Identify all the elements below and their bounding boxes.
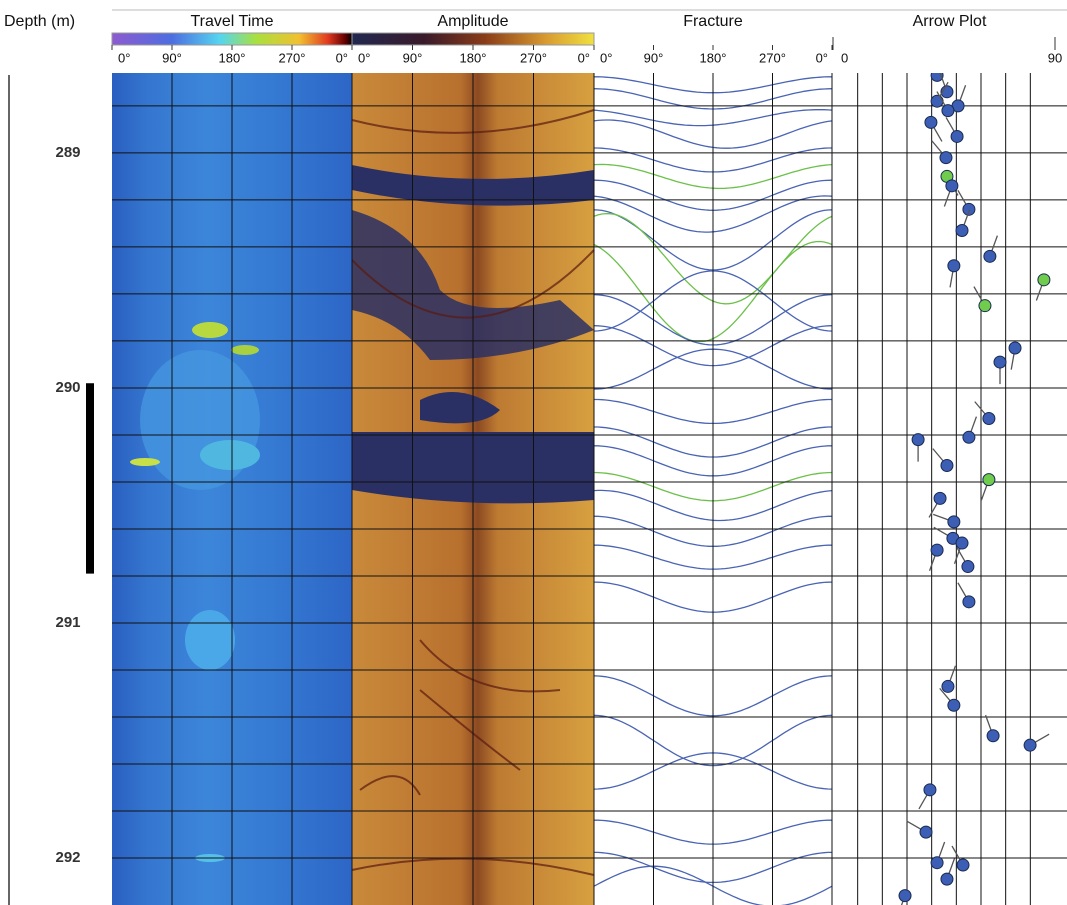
x-tick-label: 0	[841, 50, 848, 65]
arrow-point	[962, 561, 974, 573]
x-tick-label: 90°	[644, 50, 664, 65]
arrow-point	[963, 431, 975, 443]
arrow-point	[941, 459, 953, 471]
x-tick-label: 0°	[358, 50, 370, 65]
x-tick-label: 0°	[600, 50, 612, 65]
x-tick-label: 180°	[460, 50, 487, 65]
x-tick-label: 0°	[336, 50, 348, 65]
arrow-point	[948, 260, 960, 272]
arrow-point	[941, 873, 953, 885]
arrow-point	[963, 596, 975, 608]
track-title: Arrow Plot	[913, 13, 987, 30]
depth-tick-label: 292	[55, 849, 80, 866]
arrow-point	[931, 857, 943, 869]
log-chart: Depth (m) 289 290 291 292 Travel Time 0° 90° 18…	[0, 0, 1067, 905]
arrow-point	[987, 730, 999, 742]
arrow-point	[956, 537, 968, 549]
x-tick-label: 90°	[403, 50, 423, 65]
arrow-point	[948, 699, 960, 711]
x-tick-label: 180°	[219, 50, 246, 65]
arrow-point	[942, 105, 954, 117]
arrow-point	[899, 890, 911, 902]
arrow-point	[934, 492, 946, 504]
arrow-point	[924, 784, 936, 796]
arrow-point	[940, 152, 952, 164]
track-title: Travel Time	[191, 13, 274, 30]
arrow-point	[1024, 739, 1036, 751]
x-tick-label: 90	[1048, 50, 1062, 65]
amplitude-colorbar	[352, 33, 594, 45]
arrow-point	[1009, 342, 1021, 354]
x-tick-label: 270°	[759, 50, 786, 65]
x-tick-label: 270°	[520, 50, 547, 65]
interval-bar	[86, 383, 94, 573]
arrow-point	[925, 116, 937, 128]
track-title: Amplitude	[437, 13, 508, 30]
x-tick-label: 270°	[279, 50, 306, 65]
depth-tick-label: 291	[55, 614, 80, 631]
arrow-point	[983, 412, 995, 424]
depth-tick-label: 290	[55, 379, 80, 396]
arrow-point	[1038, 274, 1050, 286]
depth-tick-label: 289	[55, 144, 80, 161]
arrow-point	[979, 300, 991, 312]
travel-time-colorbar	[112, 33, 352, 45]
depth-label: Depth (m)	[4, 13, 75, 30]
x-tick-label: 180°	[700, 50, 727, 65]
arrow-point	[956, 224, 968, 236]
arrow-tail	[937, 55, 945, 76]
x-tick-label: 90°	[162, 50, 182, 65]
arrow-point	[983, 474, 995, 486]
arrow-point	[931, 95, 943, 107]
arrow-point	[957, 859, 969, 871]
arrow-point	[946, 180, 958, 192]
arrow-point	[984, 250, 996, 262]
arrow-point	[951, 130, 963, 142]
x-tick-label: 0°	[816, 50, 828, 65]
arrow-point	[948, 516, 960, 528]
arrow-point	[920, 826, 932, 838]
x-tick-label: 0°	[118, 50, 130, 65]
x-tick-label: 0°	[578, 50, 590, 65]
arrow-point	[994, 356, 1006, 368]
arrow-point	[912, 434, 924, 446]
arrow-point	[931, 544, 943, 556]
track-title: Fracture	[683, 13, 743, 30]
arrow-point	[942, 680, 954, 692]
arrow-point	[963, 203, 975, 215]
